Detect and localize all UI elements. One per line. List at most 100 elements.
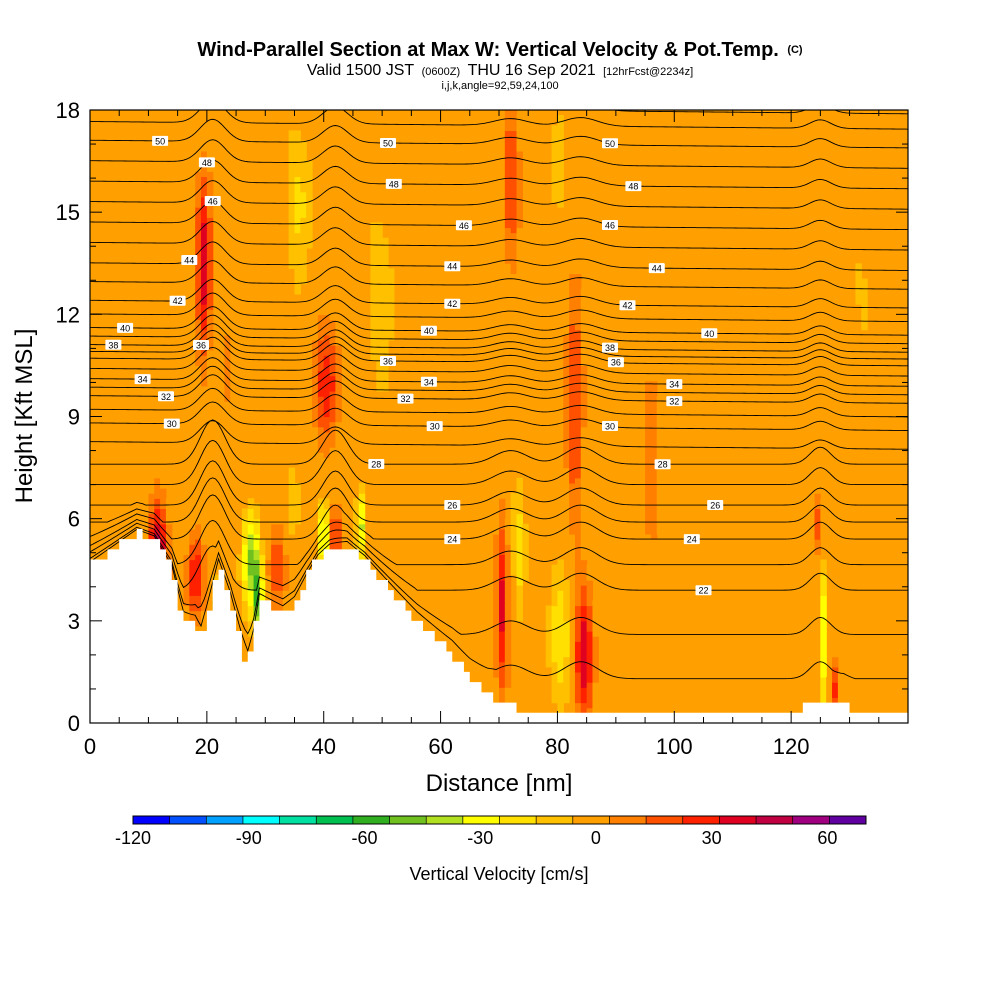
velocity-cell: [820, 600, 827, 607]
velocity-cell: [522, 539, 529, 545]
velocity-cell: [510, 288, 518, 295]
velocity-cell: [335, 528, 342, 535]
velocity-cell: [510, 140, 518, 147]
velocity-cell: [504, 130, 512, 137]
velocity-cell: [504, 247, 512, 254]
velocity-cell: [201, 574, 208, 581]
velocity-cell: [323, 390, 331, 397]
velocity-cell: [639, 493, 646, 499]
velocity-cell: [370, 258, 377, 264]
velocity-cell: [650, 564, 658, 571]
velocity-cell: [832, 666, 839, 673]
velocity-cell: [323, 467, 331, 474]
velocity-cell: [650, 431, 658, 438]
velocity-cell: [574, 651, 582, 658]
velocity-cell: [276, 533, 284, 540]
velocity-cell: [358, 528, 366, 535]
velocity-cell: [358, 513, 366, 520]
velocity-cell: [183, 559, 190, 566]
theta-contour-label: 50: [380, 138, 396, 149]
theta-contour: [90, 323, 908, 353]
velocity-cell: [499, 600, 506, 607]
velocity-cell: [224, 390, 231, 397]
velocity-cell: [557, 176, 564, 183]
velocity-cell: [645, 436, 652, 443]
velocity-cell: [639, 416, 646, 423]
velocity-cell: [294, 503, 301, 510]
velocity-cell: [160, 513, 167, 520]
velocity-cell: [253, 615, 261, 622]
velocity-cell: [551, 161, 559, 167]
velocity-cell: [645, 385, 652, 392]
velocity-cell: [201, 314, 208, 321]
velocity-cell: [545, 620, 553, 627]
velocity-cell: [201, 401, 208, 407]
velocity-cell: [276, 528, 284, 535]
velocity-cell: [154, 533, 161, 540]
velocity-cell: [574, 595, 582, 601]
velocity-cell: [580, 590, 588, 596]
velocity-cell: [376, 334, 383, 341]
velocity-cell: [557, 564, 564, 571]
velocity-cell: [574, 585, 582, 591]
velocity-cell: [650, 350, 658, 356]
velocity-cell: [504, 201, 512, 208]
velocity-cell: [165, 549, 173, 556]
theta-label-text: 48: [202, 158, 212, 168]
velocity-cell: [206, 207, 214, 213]
velocity-cell: [201, 319, 208, 326]
velocity-cell: [195, 283, 202, 290]
velocity-cell: [574, 442, 582, 448]
velocity-cell: [580, 697, 588, 704]
velocity-cell: [282, 579, 290, 586]
velocity-cell: [493, 498, 500, 504]
velocity-cell: [247, 590, 255, 596]
velocity-cell: [259, 574, 266, 581]
velocity-cell: [148, 508, 155, 515]
velocity-cell: [282, 559, 290, 566]
velocity-cell: [522, 544, 529, 550]
velocity-cell: [551, 646, 559, 653]
velocity-cell: [312, 385, 319, 392]
velocity-cell: [645, 442, 652, 448]
velocity-cell: [195, 253, 202, 259]
velocity-cell: [224, 406, 231, 412]
velocity-cell: [499, 130, 506, 137]
velocity-cell: [574, 263, 582, 269]
velocity-cell: [300, 176, 307, 183]
velocity-cell: [224, 370, 231, 377]
velocity-cell: [195, 196, 202, 203]
velocity-cell: [650, 559, 658, 566]
velocity-cell: [312, 421, 319, 428]
velocity-cell: [650, 344, 658, 351]
velocity-cell: [569, 528, 576, 535]
velocity-cell: [160, 518, 167, 525]
velocity-cell: [306, 201, 313, 208]
velocity-cell: [335, 355, 342, 361]
velocity-cell: [855, 268, 862, 275]
velocity-cell: [323, 411, 331, 418]
theta-contour-label: 36: [607, 357, 624, 368]
velocity-cell: [183, 610, 190, 617]
velocity-cell: [493, 569, 500, 576]
velocity-cell: [370, 222, 377, 229]
colorbar-swatch: [609, 816, 647, 824]
velocity-cell: [580, 385, 588, 392]
velocity-cell: [206, 166, 214, 172]
velocity-cell: [352, 523, 360, 530]
velocity-cell: [861, 288, 868, 295]
velocity-cell: [545, 615, 553, 622]
velocity-cell: [516, 253, 523, 259]
velocity-cell: [650, 467, 658, 474]
velocity-cell: [504, 222, 512, 229]
velocity-cell: [656, 488, 664, 494]
velocity-cell: [206, 360, 214, 367]
velocity-cell: [241, 513, 249, 520]
velocity-cell: [650, 569, 658, 576]
velocity-cell: [569, 498, 576, 504]
velocity-cell: [808, 513, 816, 520]
velocity-cell: [557, 615, 564, 622]
velocity-cell: [201, 217, 208, 223]
velocity-cell: [557, 125, 564, 132]
